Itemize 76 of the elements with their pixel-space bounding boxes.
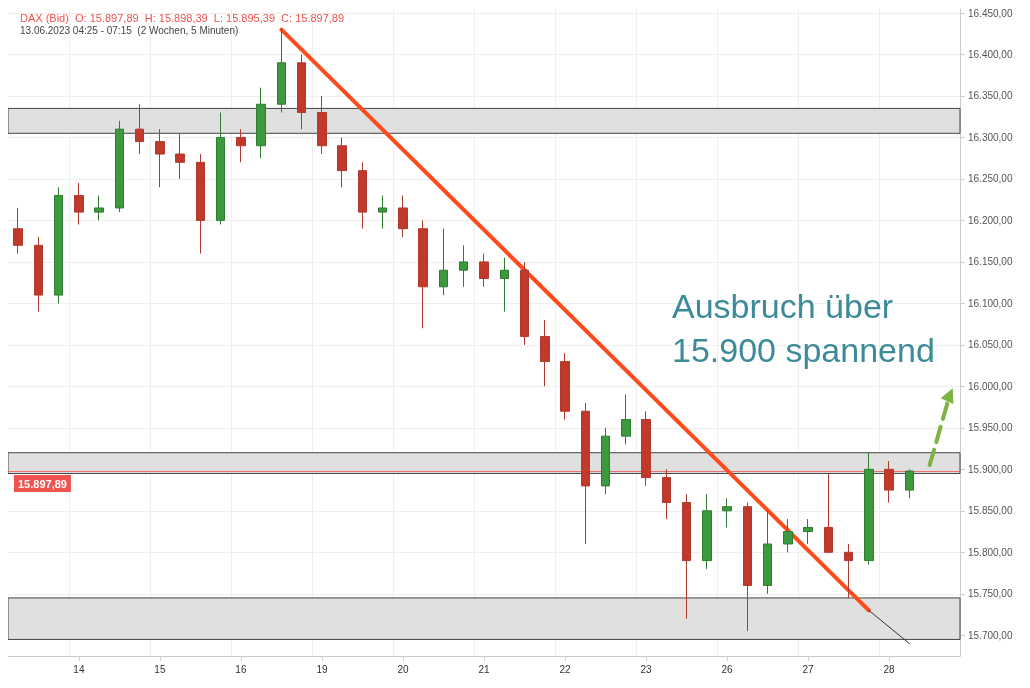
candlestick [540,319,550,387]
candlestick [337,136,347,188]
candlestick [682,493,691,620]
candlestick [783,518,793,553]
candlestick [297,53,306,130]
candlestick [763,510,772,595]
y-tick-label: 16.450,00 [968,7,1013,19]
y-tick-label: 15.800,00 [968,546,1013,558]
candlestick [479,253,489,288]
ref-line-label: 15.897,89 [18,477,67,490]
candlestick [13,207,23,255]
candlestick [74,182,84,226]
x-tick-label: 14 [73,663,85,675]
y-tick-label: 16.300,00 [968,131,1013,143]
candlestick [844,543,853,599]
y-tick-label: 15.850,00 [968,505,1013,517]
y-tick-label: 15.700,00 [968,629,1013,641]
y-tick-label: 16.100,00 [968,297,1013,309]
candlestick [94,195,104,221]
candlestick [398,195,408,238]
x-tick-label: 21 [478,663,490,675]
candlestick [418,219,428,329]
candlestick [500,257,509,313]
candlestick [662,468,671,520]
y-tick-label: 16.250,00 [968,173,1013,185]
candlestick [378,195,387,230]
x-tick-label: 27 [802,663,815,675]
candlestick [722,497,732,528]
y-tick-label: 15.950,00 [968,422,1013,434]
x-tick-label: 19 [316,663,328,675]
x-tick-label: 23 [640,663,653,675]
candlestick [196,153,205,255]
chart-title: DAX (Bid) O: 15.897,89 H: 15.898,39 L: 15.895,39 C: 15.897,89 [20,11,345,24]
candlestick [115,120,124,213]
candlestick [520,261,529,346]
candlestick [236,128,246,163]
x-tick-label: 16 [235,663,247,675]
x-tick-label: 15 [154,663,166,675]
annotation: Ausbruch über 15.900 spannend [672,287,935,369]
candlestick [743,502,752,632]
text: 13.06.2023 04:25 - 07:15 (2 Wochen, 5 Minuten) [20,24,239,36]
candlestick [358,161,367,230]
x-tick-label: 26 [721,663,734,675]
y-tick-label: 16.200,00 [968,214,1013,226]
candlestick [905,468,914,499]
candlestick [155,128,165,188]
y-tick-label: 15.900,00 [968,463,1013,475]
candlestick [459,244,468,288]
candlestick [702,493,712,570]
candlestick [864,452,874,566]
candlestick [439,228,448,296]
x-tick-label: 20 [397,663,409,675]
candlestick [175,132,185,180]
candlestick [317,95,327,155]
candlestick [601,427,610,495]
candlestick [34,236,43,313]
candlestick [560,352,570,421]
candlestick [803,518,813,545]
candlestick [641,410,651,487]
x-tick-label: 22 [559,663,572,675]
candlestick [621,394,631,445]
candlestick [824,472,833,553]
y-tick-label: 16.050,00 [968,339,1013,351]
candlestick [256,87,266,159]
y-tick-label: 16.150,00 [968,256,1013,268]
y-tick-label: 15.750,00 [968,588,1013,600]
y-tick-label: 16.400,00 [968,48,1013,60]
candlestick [135,103,144,155]
candlestick [277,29,286,114]
x-tick-label: 28 [883,663,896,675]
candlestick [54,186,63,304]
y-tick-label: 16.000,00 [968,380,1013,392]
y-tick-label: 16.350,00 [968,90,1013,102]
candlestick [581,402,590,545]
candlestick [884,460,894,504]
candlestick [216,112,225,226]
